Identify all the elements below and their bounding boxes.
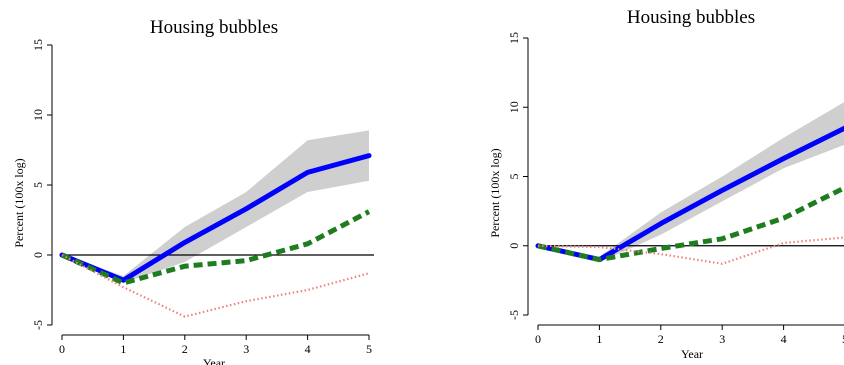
y-tick-label: -5 — [507, 310, 521, 320]
chart-title: Housing bubbles — [627, 7, 755, 28]
x-tick-label: 2 — [182, 342, 188, 356]
series-line-solid — [59, 153, 372, 283]
x-tick-label: 4 — [781, 332, 787, 346]
y-tick-label: 5 — [507, 174, 521, 180]
y-tick-label: 10 — [31, 109, 45, 121]
y-tick-label: 0 — [507, 243, 521, 249]
x-tick-label: 1 — [120, 342, 126, 356]
x-tick-label: 0 — [59, 342, 65, 356]
series-line-dashed — [60, 209, 371, 286]
y-axis-label: Percent (100x log) — [12, 158, 26, 247]
x-axis-label: Year — [203, 356, 225, 365]
x-tick-label: 1 — [596, 332, 602, 346]
confidence-band — [62, 130, 369, 283]
series-line-dotted — [61, 254, 370, 318]
chart-panel-right: Housing bubbles Percent (100x log) Year … — [488, 7, 844, 361]
chart-title: Housing bubbles — [150, 17, 278, 38]
confidence-band — [538, 102, 844, 263]
x-tick-label: 3 — [243, 342, 249, 356]
x-tick-label: 0 — [535, 332, 541, 346]
x-axis-label: Year — [681, 347, 703, 361]
y-tick-label: 5 — [31, 182, 45, 188]
y-tick-label: 0 — [31, 252, 45, 258]
y-tick-label: 15 — [507, 32, 521, 44]
x-tick-label: 5 — [842, 332, 844, 346]
x-tick-label: 3 — [719, 332, 725, 346]
x-tick-label: 4 — [305, 342, 311, 356]
y-axis-label: Percent (100x log) — [488, 148, 502, 237]
series-line-dotted — [537, 236, 844, 265]
y-tick-label: 10 — [507, 101, 521, 113]
y-tick-label: 15 — [31, 39, 45, 51]
chart-panel-left: Housing bubbles Percent (100x log) Year … — [12, 17, 374, 365]
y-tick-label: -5 — [31, 320, 45, 330]
x-tick-label: 2 — [658, 332, 664, 346]
x-tick-label: 5 — [366, 342, 372, 356]
series-line-solid — [535, 125, 844, 263]
series-line-dashed — [537, 185, 844, 263]
